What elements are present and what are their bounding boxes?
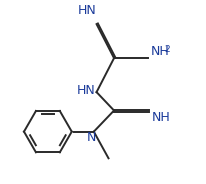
Text: HN: HN (78, 4, 97, 17)
Text: 2: 2 (164, 45, 170, 54)
Text: NH: NH (152, 111, 170, 124)
Text: NH: NH (151, 45, 170, 58)
Text: N: N (86, 131, 96, 144)
Text: HN: HN (77, 84, 96, 97)
